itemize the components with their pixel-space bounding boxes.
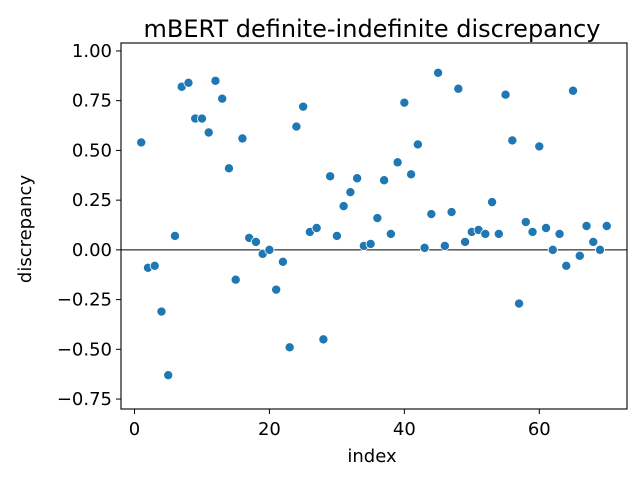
data-point <box>385 228 396 239</box>
data-point <box>446 207 457 218</box>
y-tick-label: 0.75 <box>72 91 112 112</box>
data-point <box>460 236 471 247</box>
data-point <box>311 222 322 233</box>
y-tick-label: −0.50 <box>57 339 112 360</box>
data-point <box>406 169 417 180</box>
data-point <box>487 197 498 208</box>
data-point <box>500 89 511 100</box>
data-point <box>230 274 241 285</box>
data-point <box>534 141 545 152</box>
data-point <box>163 370 174 381</box>
data-point <box>554 228 565 239</box>
data-point <box>169 230 180 241</box>
data-point <box>318 334 329 345</box>
x-tick-label: 20 <box>258 419 281 440</box>
data-point <box>149 260 160 271</box>
data-point <box>419 242 430 253</box>
x-axis-label: index <box>347 446 397 467</box>
data-point <box>156 306 167 317</box>
x-tick-label: 40 <box>393 419 416 440</box>
y-tick-label: 1.00 <box>72 41 112 62</box>
data-point <box>365 238 376 249</box>
data-point <box>217 93 228 104</box>
data-point <box>433 67 444 78</box>
data-point <box>514 298 525 309</box>
data-point <box>547 244 558 255</box>
data-point <box>237 133 248 144</box>
data-point <box>426 209 437 220</box>
chart-title: mBERT definite-indefinite discrepancy <box>144 15 601 43</box>
data-point <box>399 97 410 108</box>
data-point <box>372 213 383 224</box>
y-tick-label: 0.50 <box>72 140 112 161</box>
data-point <box>507 135 518 146</box>
data-point <box>541 222 552 233</box>
y-tick-label: −0.75 <box>57 389 112 410</box>
data-point <box>291 121 302 132</box>
data-point <box>331 230 342 241</box>
data-point <box>601 220 612 231</box>
data-point <box>595 244 606 255</box>
data-point <box>277 256 288 267</box>
data-point <box>210 75 221 86</box>
x-tick-label: 0 <box>129 419 140 440</box>
data-point <box>271 284 282 295</box>
data-point <box>574 250 585 261</box>
data-point <box>183 77 194 88</box>
data-point <box>588 236 599 247</box>
data-point <box>338 201 349 212</box>
data-point <box>412 139 423 150</box>
data-point <box>196 113 207 124</box>
y-tick-label: 0.00 <box>72 240 112 261</box>
data-point <box>345 187 356 198</box>
data-point <box>250 236 261 247</box>
data-point <box>439 240 450 251</box>
data-point <box>453 83 464 94</box>
data-point <box>203 127 214 138</box>
y-tick-label: 0.25 <box>72 190 112 211</box>
data-point <box>264 244 275 255</box>
data-point <box>480 228 491 239</box>
data-point <box>298 101 309 112</box>
plot-area: 0 20 40 60 −0.75 −0.50 −0.25 0.00 0.25 0.50 0.75 1.… <box>57 41 628 440</box>
data-point <box>379 175 390 186</box>
data-point <box>284 342 295 353</box>
data-point <box>223 163 234 174</box>
data-point <box>136 137 147 148</box>
data-point <box>325 171 336 182</box>
x-tick-label: 60 <box>528 419 551 440</box>
y-tick-label: −0.25 <box>57 290 112 311</box>
data-point <box>493 228 504 239</box>
data-point <box>392 157 403 168</box>
data-point <box>581 220 592 231</box>
data-point <box>520 217 531 228</box>
data-point <box>568 85 579 96</box>
data-point <box>561 260 572 271</box>
y-axis-label: discrepancy <box>15 175 36 284</box>
data-point <box>352 173 363 184</box>
plot-frame <box>120 42 628 410</box>
data-point <box>527 226 538 237</box>
